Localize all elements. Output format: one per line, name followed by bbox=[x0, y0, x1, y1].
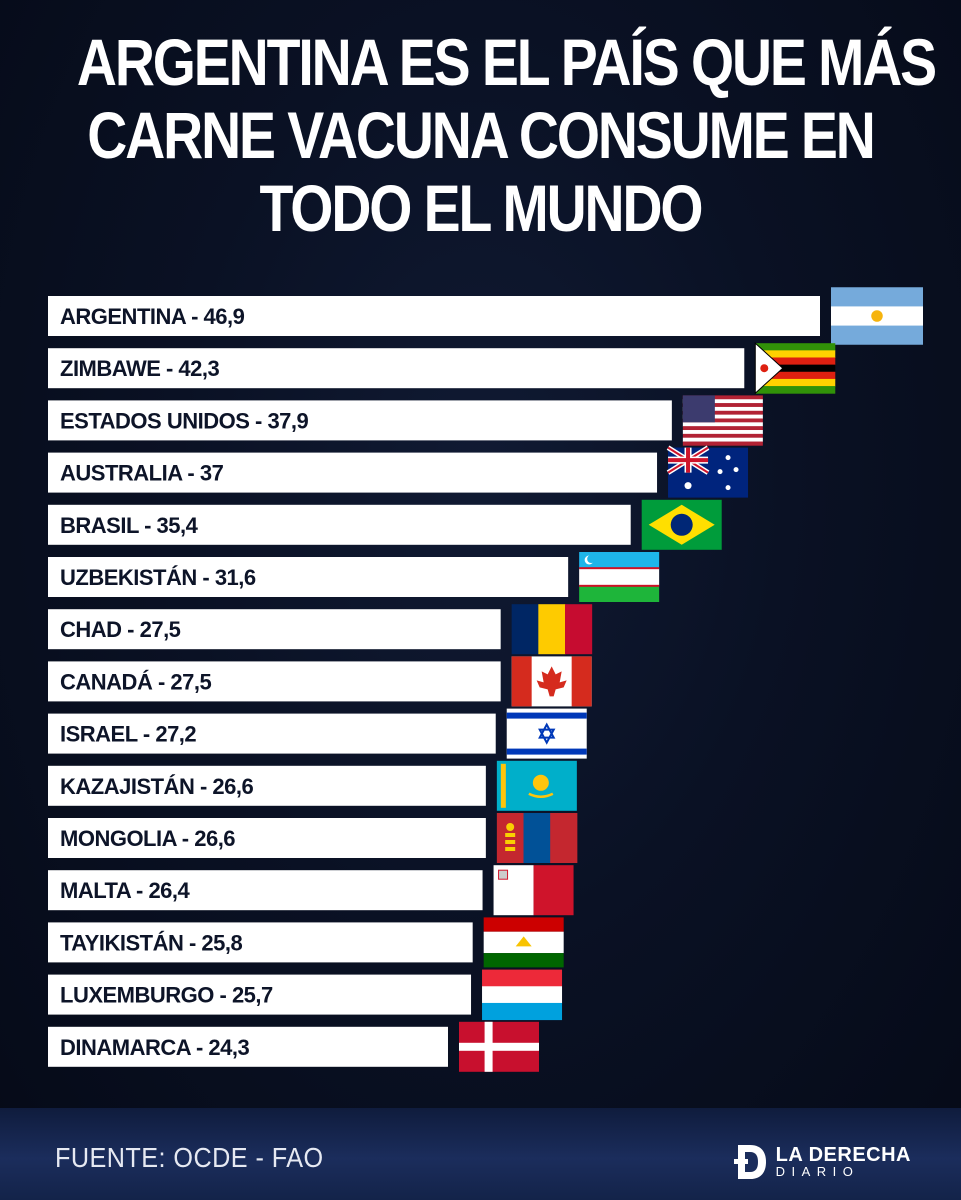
bar-malta bbox=[48, 870, 483, 911]
brand-d-icon bbox=[733, 1145, 766, 1179]
bar-australia bbox=[48, 452, 658, 493]
uzbekistan-flag-icon bbox=[579, 552, 660, 602]
bar-argentina bbox=[48, 296, 820, 336]
bar-label: DINAMARCA - 24,3 bbox=[60, 1035, 249, 1060]
brazil-flag-icon bbox=[641, 499, 722, 550]
bar-label: BRASIL - 35,4 bbox=[60, 513, 199, 538]
argentina-flag-icon bbox=[831, 287, 923, 345]
title-line-1: ARGENTINA ES EL PAÍS QUE MÁS bbox=[76, 25, 937, 99]
bar-kazajistán bbox=[48, 765, 486, 806]
luxembourg-flag-icon bbox=[482, 969, 563, 1021]
footer: FUENTE: OCDE - FAO LA DERECHA DIARIO bbox=[0, 1108, 961, 1200]
bar-label: ARGENTINA - 46,9 bbox=[60, 304, 245, 329]
bar-label: ISRAEL - 27,2 bbox=[60, 722, 196, 747]
tajikistan-flag-icon bbox=[483, 917, 564, 968]
brand-subname: DIARIO bbox=[775, 1164, 860, 1179]
title-line-2: CARNE VACUNA CONSUME EN bbox=[87, 98, 876, 172]
bar-mongolia bbox=[48, 818, 486, 858]
bar-label: CANADÁ - 27,5 bbox=[60, 669, 211, 694]
bar-chad bbox=[48, 609, 501, 650]
bar-label: ESTADOS UNIDOS - 37,9 bbox=[60, 408, 309, 433]
zimbabwe-flag-icon bbox=[754, 342, 836, 395]
canada-flag-icon bbox=[511, 656, 592, 707]
bar-label: LUXEMBURGO - 25,7 bbox=[60, 983, 273, 1008]
bar-label: UZBEKISTÁN - 31,6 bbox=[60, 565, 256, 590]
title-line-3: TODO EL MUNDO bbox=[259, 171, 704, 245]
israel-flag-icon bbox=[506, 708, 587, 759]
bar-israel bbox=[48, 713, 496, 754]
source-text: FUENTE: OCDE - FAO bbox=[55, 1142, 324, 1173]
malta-flag-icon bbox=[493, 865, 574, 916]
bar-label: ZIMBAWE - 42,3 bbox=[60, 356, 220, 381]
mongolia-flag-icon bbox=[496, 813, 578, 863]
bar-estados unidos bbox=[48, 400, 672, 441]
bar-label: KAZAJISTÁN - 26,6 bbox=[60, 774, 253, 799]
brand-name: LA DERECHA bbox=[775, 1144, 911, 1166]
bar-dinamarca bbox=[48, 1026, 448, 1067]
australia-flag-icon bbox=[666, 445, 749, 498]
brand-logo: LA DERECHA DIARIO bbox=[733, 1142, 911, 1182]
bar-tayikistán bbox=[48, 922, 473, 963]
chad-flag-icon bbox=[511, 604, 593, 655]
bar-zimbawe bbox=[48, 348, 745, 389]
bar-label: MALTA - 26,4 bbox=[60, 878, 191, 903]
bar-label: TAYIKISTÁN - 25,8 bbox=[60, 930, 242, 955]
bar-uzbekistán bbox=[48, 557, 569, 597]
bar-label: AUSTRALIA - 37 bbox=[60, 461, 224, 486]
bar-brasil bbox=[48, 504, 631, 545]
denmark-flag-icon bbox=[458, 1021, 539, 1072]
usa-flag-icon bbox=[682, 395, 763, 446]
bar-label: MONGOLIA - 26,6 bbox=[60, 826, 235, 851]
chart-title: ARGENTINA ES EL PAÍS QUE MÁS CARNE VACUN… bbox=[76, 25, 937, 245]
kazakhstan-flag-icon bbox=[496, 760, 577, 811]
bar-canadá bbox=[48, 661, 501, 702]
bar-label: CHAD - 27,5 bbox=[60, 617, 181, 642]
bar-luxemburgo bbox=[48, 974, 472, 1015]
